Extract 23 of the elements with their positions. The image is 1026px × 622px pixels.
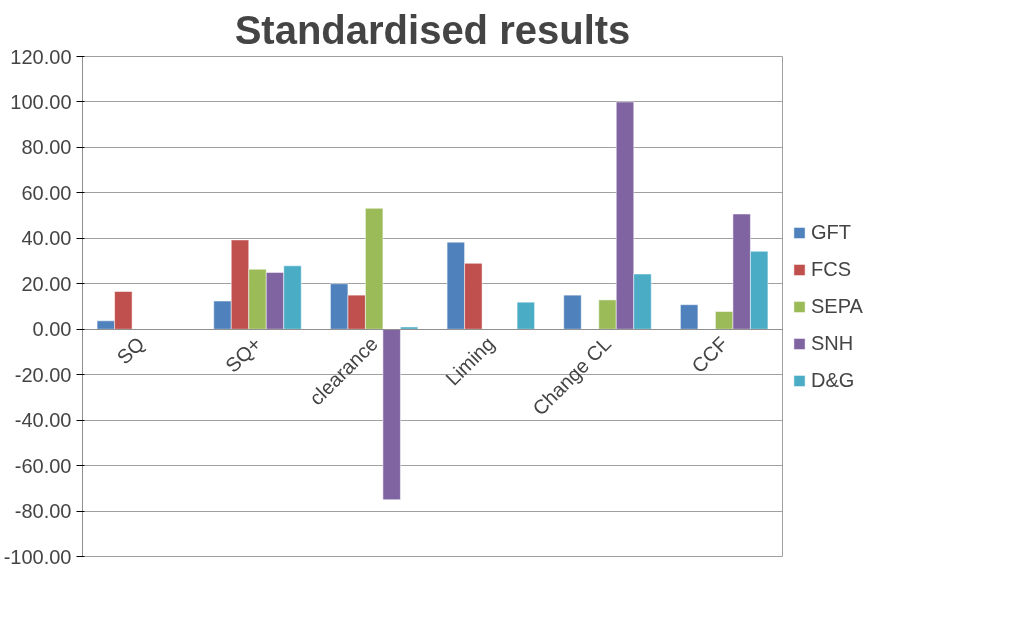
legend-label: GFT (811, 220, 851, 244)
y-tick-label: 60.00 (21, 181, 72, 204)
legend-label: D&G (811, 368, 855, 392)
y-tick-label: 80.00 (21, 136, 72, 159)
x-tick-label: SQ (112, 332, 149, 369)
bar (680, 304, 699, 330)
y-tick-label: -20.00 (14, 363, 72, 386)
legend-label: SNH (811, 331, 854, 355)
legend-label: SEPA (811, 294, 863, 318)
y-tick-label: -40.00 (14, 409, 72, 432)
chart-title: Standardised results (234, 7, 631, 52)
y-tick-label: 20.00 (21, 272, 72, 295)
y-tick-label: 0.00 (32, 318, 72, 341)
y-tick-label: -100.00 (3, 545, 72, 568)
bar (563, 294, 582, 330)
y-tick-label: -80.00 (14, 500, 72, 523)
x-tick-label: SQ+ (221, 332, 266, 377)
y-tick-label: 120.00 (10, 45, 72, 68)
legend-label: FCS (811, 257, 851, 281)
y-tick-label: 40.00 (21, 227, 72, 250)
y-tick-label: 100.00 (10, 90, 72, 113)
bar (516, 301, 535, 330)
y-tick-label: -60.00 (14, 454, 72, 477)
